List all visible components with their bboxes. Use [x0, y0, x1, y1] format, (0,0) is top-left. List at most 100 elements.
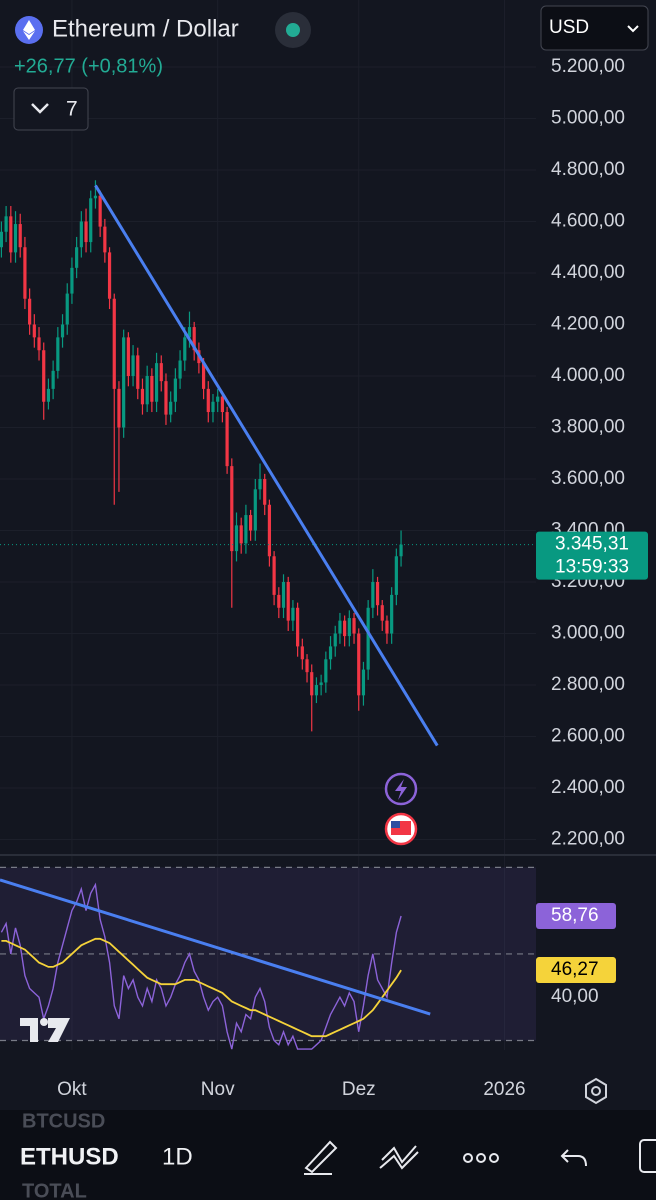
y-tick-label: 40,00 — [551, 986, 599, 1007]
y-tick-label: 2.200,00 — [551, 829, 625, 850]
symbol-faded[interactable]: BTCUSD — [22, 1110, 105, 1132]
candle-body — [103, 226, 107, 253]
candle-body — [343, 620, 347, 637]
candle-body — [4, 216, 8, 232]
tv-logo — [20, 1018, 70, 1042]
y-tick-label: 2.400,00 — [551, 777, 625, 798]
lightning — [395, 779, 407, 800]
candle-body — [37, 337, 41, 351]
candle-body — [239, 525, 243, 544]
candle-body — [150, 375, 154, 402]
candle-body — [131, 355, 135, 376]
settings-icon[interactable] — [585, 1077, 607, 1105]
candle-body — [249, 515, 253, 531]
x-tick-label: 2026 — [483, 1079, 525, 1100]
candle-body — [375, 582, 380, 606]
candle-body — [112, 298, 116, 389]
candle-body — [300, 646, 304, 660]
candle-body — [385, 620, 389, 634]
candle-body — [338, 620, 342, 634]
candle-body — [310, 672, 314, 696]
candle-body — [136, 355, 140, 389]
candle-body — [225, 412, 229, 467]
trendline — [94, 184, 439, 747]
currency-select[interactable] — [540, 5, 649, 51]
value-label: 58,76 — [551, 905, 599, 926]
candle-body — [296, 607, 300, 647]
candle-body — [89, 198, 93, 243]
series-line — [0, 882, 402, 1050]
y-tick-label: 5.200,00 — [551, 56, 625, 77]
candle-body — [253, 489, 257, 531]
candle-body — [32, 324, 36, 338]
candle-body — [79, 221, 83, 248]
fullscreen-icon[interactable] — [639, 1139, 656, 1173]
interval[interactable]: 1D — [162, 1143, 193, 1170]
settings-core — [591, 1086, 601, 1096]
candle-body — [117, 388, 121, 428]
candle-body — [169, 401, 173, 415]
value-label: 46,27 — [551, 959, 599, 980]
candle-body — [263, 479, 267, 505]
undo-icon[interactable] — [560, 1149, 587, 1167]
candle-body — [286, 582, 290, 621]
y-tick-label: 4.000,00 — [551, 365, 625, 386]
candle-body — [122, 337, 126, 428]
candle-body — [333, 633, 337, 647]
series-line — [1, 937, 402, 1038]
x-tick-label: Okt — [57, 1079, 87, 1100]
trendline — [0, 878, 431, 1016]
symbol-title: Ethereum / Dollar — [52, 15, 239, 42]
indicator-icon[interactable] — [379, 1145, 419, 1170]
candle-body — [140, 388, 145, 405]
candle-body — [46, 388, 51, 402]
currency: USD — [549, 17, 589, 38]
symbol-faded[interactable]: TOTAL — [22, 1180, 87, 1200]
candle-body — [60, 324, 65, 338]
candle-body — [281, 582, 286, 608]
candle-body — [107, 252, 112, 299]
candle-body — [272, 556, 276, 595]
candle-body — [314, 685, 319, 696]
y-tick-label: 5.000,00 — [551, 107, 625, 128]
candle-body — [70, 267, 74, 294]
candle-body — [75, 247, 79, 268]
candle-body — [230, 466, 234, 552]
candle-body — [328, 646, 333, 660]
candle-body — [206, 388, 210, 413]
candle-body — [178, 360, 182, 379]
candle-body — [9, 216, 13, 253]
candle-body — [305, 659, 309, 673]
chevron — [31, 103, 49, 114]
indicators-toggle[interactable] — [13, 87, 89, 131]
candle-body — [23, 247, 27, 299]
candle-body — [18, 224, 22, 248]
candle-body — [347, 618, 351, 637]
y-tick-label: 3.000,00 — [551, 623, 625, 644]
candle-body — [352, 618, 356, 634]
draw-icon[interactable] — [304, 1140, 338, 1175]
candle-body — [65, 293, 69, 325]
candle-body — [267, 504, 272, 557]
candle-body — [126, 337, 130, 376]
y-tick-label: 2.600,00 — [551, 726, 625, 747]
candle-body — [93, 195, 98, 199]
candle-body — [154, 363, 159, 402]
candle-body — [291, 607, 295, 621]
more-icon[interactable] — [463, 1153, 499, 1163]
last-price: 3.345,31 — [555, 534, 629, 555]
symbol[interactable]: ETHUSD — [20, 1143, 119, 1170]
candle-body — [192, 327, 196, 351]
y-tick-label: 4.800,00 — [551, 159, 625, 180]
candle-body — [244, 515, 248, 544]
price-pane: 2.200,00 2.400,00 2.600,00 2.800,00 3.000,00… — [0, 55, 648, 850]
candle-body — [145, 375, 149, 405]
candle-body — [366, 607, 370, 670]
candle-body — [357, 633, 361, 696]
candle-body — [183, 337, 187, 361]
candle-body — [380, 605, 384, 621]
candle-body — [390, 594, 394, 634]
y-tick-label: 4.400,00 — [551, 262, 625, 283]
